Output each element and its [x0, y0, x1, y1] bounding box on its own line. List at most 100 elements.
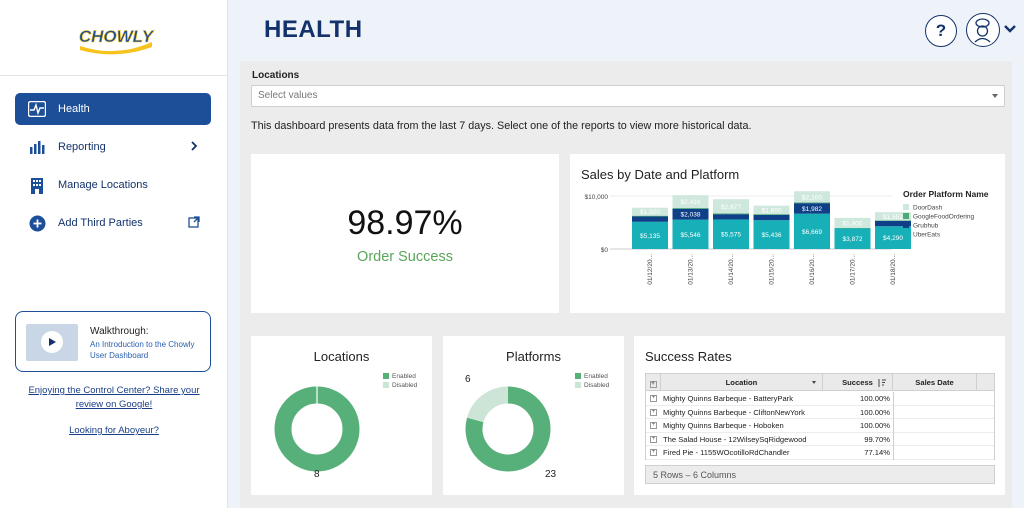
bar-doordash — [753, 205, 790, 215]
platforms-title: Platforms — [506, 349, 561, 364]
locations-card: Locations Enabled Disabled 8 — [251, 336, 432, 495]
sort-arrow-icon[interactable] — [812, 381, 816, 384]
cell-location: Mighty Quinns Barbeque - CliftonNewYork — [663, 407, 805, 417]
bar-ubereats — [875, 226, 911, 249]
sidebar-item-add-third-parties[interactable]: Add Third Parties — [15, 207, 211, 239]
data-label: $6,669 — [802, 229, 822, 236]
cell-location: Mighty Quinns Barbeque - Hoboken — [663, 421, 784, 430]
data-label: $5,575 — [721, 232, 741, 239]
bar-googlefoodordering — [794, 202, 830, 204]
platforms-disabled-count: 6 — [465, 374, 471, 385]
cell-sales-date — [893, 432, 977, 446]
table-row[interactable]: + Mighty Quinns Barbeque - CliftonNewYork… — [646, 405, 994, 419]
bar-grubhub — [632, 216, 668, 222]
data-label: $1,900 — [843, 220, 863, 227]
sales-chart: $10,000 $0 $5,135 $1,500 01/12/20... $5,546 $2… — [585, 189, 989, 285]
sidebar-divider — [0, 75, 228, 76]
bar-ubereats — [834, 228, 871, 249]
locations-title: Locations — [313, 349, 370, 364]
legend-enabled: Enabled — [575, 372, 609, 381]
sidebar-item-label: Reporting — [58, 141, 106, 153]
cell-location: The Salad House - 12WilseySqRidgewood — [663, 434, 807, 444]
sidebar-item-reporting[interactable]: Reporting — [15, 131, 211, 163]
data-label: $3,872 — [843, 236, 863, 243]
sidebar-item-health[interactable]: Health — [15, 93, 211, 125]
expand-row-button[interactable]: + — [650, 408, 657, 416]
play-icon[interactable] — [41, 331, 63, 353]
locations-donut — [274, 386, 360, 472]
column-header-success[interactable]: Success — [823, 374, 893, 391]
bar-grubhub — [794, 203, 830, 214]
cell-sales-date — [893, 446, 977, 460]
data-label: $1,600 — [762, 207, 782, 214]
chevron-right-icon[interactable] — [187, 139, 201, 153]
x-tick-label: 01/15/20... — [769, 254, 776, 285]
expand-row-button[interactable]: + — [650, 395, 657, 402]
legend-label: UberEats — [913, 232, 941, 239]
success-rates-table: + Location Success Sales Date + Mighty Qu… — [645, 373, 995, 460]
cell-success: 77.14% — [864, 448, 890, 457]
sort-desc-icon[interactable] — [877, 378, 887, 388]
legend-label: DoorDash — [913, 205, 943, 212]
sidebar-item-manage-locations[interactable]: Manage Locations — [15, 169, 211, 201]
table-row[interactable]: + The Salad House - 12WilseySqRidgewood 99… — [646, 432, 994, 446]
expand-row-button[interactable]: + — [650, 449, 657, 456]
table-footer: 5 Rows – 6 Columns — [645, 465, 995, 484]
help-button[interactable]: ? — [925, 15, 957, 47]
aboyeur-link[interactable]: Looking for Aboyeur? — [69, 425, 159, 436]
data-label: $2,038 — [681, 212, 701, 219]
cell-success: 99.70% — [864, 434, 890, 444]
data-label: $2,416 — [681, 199, 701, 206]
main-content: HEALTH ? Locations Select values This da… — [228, 0, 1024, 508]
sales-chart-title: Sales by Date and Platform — [581, 167, 740, 182]
walkthrough-card[interactable]: Walkthrough: An Introduction to the Chow… — [15, 311, 211, 372]
expand-row-button[interactable]: + — [650, 435, 657, 443]
locations-select[interactable]: Select values — [251, 85, 1005, 107]
x-tick-label: 01/18/20... — [890, 254, 897, 285]
y-tick-label: $0 — [601, 247, 609, 254]
cell-sales-date — [893, 419, 977, 433]
bar-doordash — [632, 207, 668, 216]
column-header-location[interactable]: Location — [661, 374, 823, 391]
walkthrough-link[interactable]: An Introduction to the Chowly User Dashb… — [90, 340, 195, 360]
platforms-card: Platforms Enabled Disabled 6 23 — [443, 336, 624, 495]
bar-googlefoodordering — [632, 215, 668, 217]
table-row[interactable]: + Fired Pie - 1155WOcotilloRdChandler 77.1… — [646, 446, 994, 460]
avatar[interactable] — [966, 13, 1000, 47]
platforms-donut — [465, 386, 551, 472]
legend-enabled: Enabled — [383, 372, 417, 381]
column-header-sales-date[interactable]: Sales Date — [893, 374, 977, 391]
y-tick-label: $10,000 — [585, 194, 609, 201]
expand-all-button[interactable]: + — [646, 374, 661, 391]
success-rates-title: Success Rates — [645, 349, 732, 364]
chevron-down-icon[interactable] — [1003, 22, 1017, 36]
bar-ubereats — [794, 213, 830, 249]
bar-grubhub — [875, 220, 911, 227]
legend-title: Order Platform Name — [903, 189, 989, 199]
expand-row-button[interactable]: + — [650, 422, 657, 429]
locations-filter-label: Locations — [252, 70, 300, 81]
bar-ubereats — [632, 221, 668, 249]
google-review-link[interactable]: Enjoying the Control Center? Share your … — [28, 385, 200, 410]
logo-text: CHOWLY — [79, 27, 155, 46]
bar-ubereats — [672, 219, 709, 249]
legend-swatch-grubhub — [903, 222, 909, 228]
data-label: $4,290 — [883, 235, 903, 242]
external-link-icon[interactable] — [187, 215, 201, 229]
data-label: $2,677 — [721, 204, 741, 211]
walkthrough-thumbnail[interactable] — [26, 324, 78, 361]
plus-circle-icon — [28, 214, 46, 232]
bar-doordash — [834, 217, 871, 228]
walkthrough-title: Walkthrough: — [90, 326, 149, 337]
table-row[interactable]: + Mighty Quinns Barbeque - BatteryPark 100… — [646, 392, 994, 406]
donut-slice-enabled — [274, 386, 360, 472]
table-row[interactable]: + Mighty Quinns Barbeque - Hoboken 100.00% — [646, 419, 994, 433]
sales-chart-card: Sales by Date and Platform $10,000 $0 $5,1… — [570, 154, 1005, 313]
data-label: $5,135 — [640, 233, 660, 240]
data-label: $5,436 — [762, 232, 782, 239]
bar-googlefoodordering — [875, 220, 911, 221]
dropdown-arrow-icon[interactable] — [992, 94, 998, 98]
order-success-card: 98.97% Order Success — [251, 154, 559, 313]
chowly-logo[interactable]: CHOWLY — [76, 20, 156, 56]
bar-doordash — [794, 191, 830, 203]
